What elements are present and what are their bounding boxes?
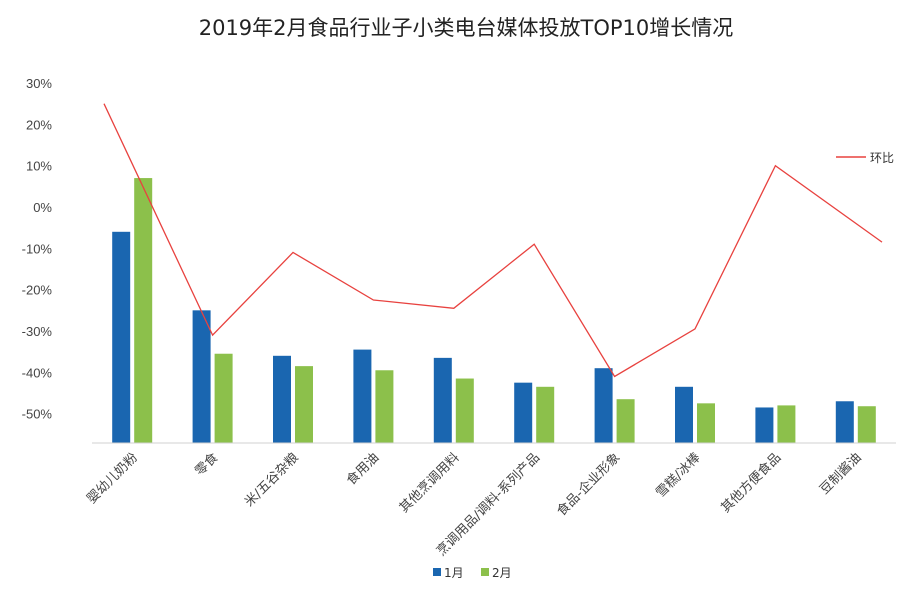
legend-label-huanbi: 环比 <box>870 151 894 165</box>
y-tick-label: -20% <box>22 283 53 298</box>
bar-1月 <box>192 310 211 443</box>
bar-1月 <box>433 357 452 443</box>
bar-2月 <box>616 399 635 443</box>
line-series-huanbi <box>103 103 883 378</box>
y-tick-label: -50% <box>22 407 53 422</box>
x-category-label: 食品-企业形象 <box>554 450 624 520</box>
x-category-label: 其他烹调用料 <box>397 450 463 516</box>
bar-1月 <box>353 349 372 443</box>
y-tick-label: 0% <box>33 200 52 215</box>
bar-2月 <box>295 366 313 443</box>
x-category-label: 豆制酱油 <box>817 450 864 497</box>
y-tick-label: -10% <box>22 241 53 256</box>
bar-2月 <box>857 406 876 443</box>
legend-label: 2月 <box>492 566 512 580</box>
bar-1月 <box>594 368 613 443</box>
bar-2月 <box>777 405 796 443</box>
bar-1月 <box>514 382 533 443</box>
bar-2月 <box>375 370 394 443</box>
bar-2月 <box>214 353 233 443</box>
x-category-label: 食用油 <box>343 450 382 489</box>
bar-1月 <box>273 355 291 443</box>
y-tick-label: 30% <box>26 76 52 91</box>
x-category-label: 米/五谷杂粮 <box>242 450 302 510</box>
y-tick-label: 20% <box>26 117 52 132</box>
x-category-label: 零食 <box>192 450 222 480</box>
x-category-label: 其他方便食品 <box>718 450 784 516</box>
legend-swatch-1月 <box>433 568 441 576</box>
bar-1月 <box>835 401 854 443</box>
bar-2月 <box>697 403 715 443</box>
x-category-label: 婴幼儿奶粉 <box>84 450 141 507</box>
y-tick-label: -40% <box>22 365 53 380</box>
x-category-label: 雪糕/冰棒 <box>653 450 703 500</box>
y-tick-label: -30% <box>22 324 53 339</box>
legend-label: 1月 <box>444 566 464 580</box>
bar-1月 <box>112 231 131 443</box>
bar-1月 <box>755 407 774 443</box>
chart-title: 2019年2月食品行业子小类电台媒体投放TOP10增长情况 <box>199 16 734 40</box>
bar-2月 <box>134 178 153 444</box>
y-tick-label: 10% <box>26 159 52 174</box>
bar-2月 <box>455 378 474 443</box>
bar-2月 <box>536 386 555 443</box>
legend-swatch-2月 <box>481 568 489 576</box>
bar-1月 <box>675 386 693 443</box>
